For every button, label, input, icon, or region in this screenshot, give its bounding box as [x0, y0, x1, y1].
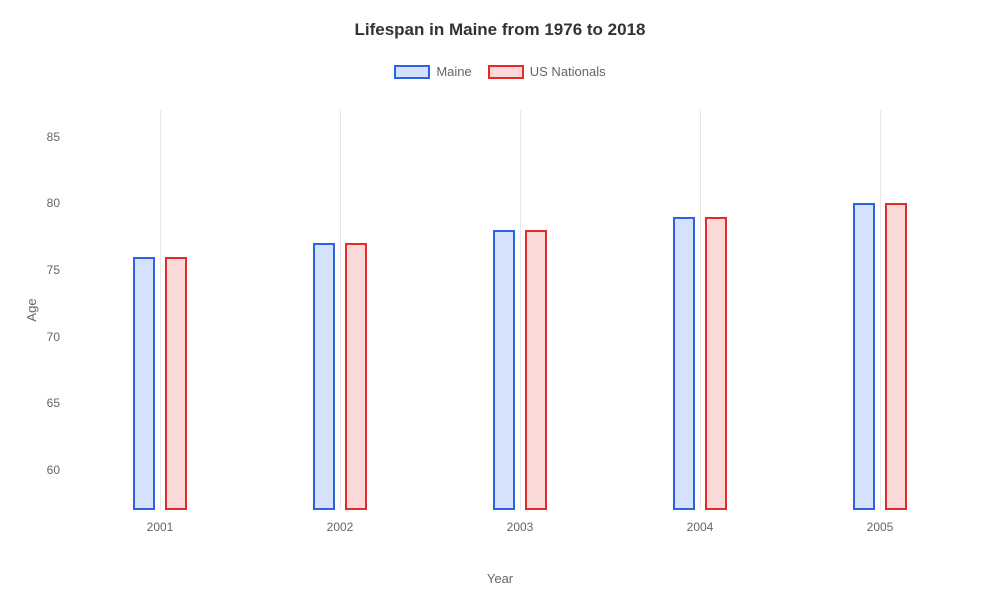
- bar: [673, 217, 695, 510]
- bar: [313, 243, 335, 510]
- legend-swatch: [394, 65, 430, 79]
- y-tick-label: 65: [47, 396, 70, 410]
- chart-title: Lifespan in Maine from 1976 to 2018: [0, 0, 1000, 40]
- y-tick-label: 85: [47, 130, 70, 144]
- bar: [165, 257, 187, 510]
- y-tick-label: 70: [47, 330, 70, 344]
- bar: [133, 257, 155, 510]
- grid-line: [160, 110, 161, 510]
- grid-line: [880, 110, 881, 510]
- legend-swatch: [488, 65, 524, 79]
- bar: [525, 230, 547, 510]
- y-tick-label: 75: [47, 263, 70, 277]
- legend-label: US Nationals: [530, 64, 606, 79]
- bar: [885, 203, 907, 510]
- legend-item: US Nationals: [488, 64, 606, 79]
- x-tick-label: 2003: [507, 510, 534, 534]
- x-axis-label: Year: [487, 571, 513, 586]
- y-tick-label: 80: [47, 196, 70, 210]
- x-tick-label: 2001: [147, 510, 174, 534]
- grid-line: [520, 110, 521, 510]
- legend-item: Maine: [394, 64, 471, 79]
- y-tick-label: 60: [47, 463, 70, 477]
- bar: [705, 217, 727, 510]
- x-tick-label: 2004: [687, 510, 714, 534]
- grid-line: [340, 110, 341, 510]
- x-tick-label: 2005: [867, 510, 894, 534]
- legend: Maine US Nationals: [0, 64, 1000, 79]
- legend-label: Maine: [436, 64, 471, 79]
- grid-line: [700, 110, 701, 510]
- bar: [853, 203, 875, 510]
- bar: [345, 243, 367, 510]
- plot-area: 20012002200320042005606570758085: [70, 110, 970, 510]
- chart-container: Lifespan in Maine from 1976 to 2018 Main…: [0, 0, 1000, 600]
- bar: [493, 230, 515, 510]
- x-tick-label: 2002: [327, 510, 354, 534]
- y-axis-label: Age: [24, 298, 39, 321]
